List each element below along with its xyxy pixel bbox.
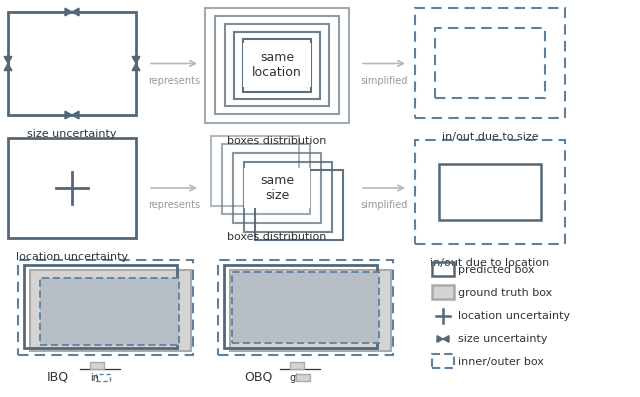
Bar [8, 138, 136, 238]
Bar [234, 32, 320, 99]
Bar [415, 8, 565, 118]
Text: size uncertainty: size uncertainty [458, 334, 547, 344]
Text: same
location: same location [252, 51, 302, 79]
Text: same
size: same size [260, 174, 294, 202]
Bar [415, 140, 565, 244]
Polygon shape [72, 8, 79, 16]
Text: location uncertainty: location uncertainty [16, 252, 128, 262]
Text: boxes distribution: boxes distribution [227, 232, 326, 242]
Text: in: in [90, 373, 99, 383]
Text: inner/outer box: inner/outer box [458, 357, 544, 367]
Bar [243, 43, 311, 87]
Bar [290, 362, 304, 369]
Bar [244, 162, 332, 232]
Bar [432, 285, 454, 299]
Bar [90, 362, 104, 369]
Text: location uncertainty: location uncertainty [458, 311, 570, 321]
Polygon shape [4, 64, 12, 71]
Text: simplified: simplified [360, 75, 408, 85]
Polygon shape [65, 111, 72, 119]
Bar [18, 260, 193, 355]
Bar [224, 265, 377, 348]
Text: IBQ: IBQ [47, 370, 69, 383]
Bar [225, 24, 329, 106]
Polygon shape [72, 111, 79, 119]
Bar [244, 168, 310, 208]
Polygon shape [65, 8, 72, 16]
Bar [243, 39, 311, 92]
Bar [40, 278, 179, 345]
Bar [96, 374, 110, 381]
Bar [296, 374, 310, 381]
Polygon shape [4, 56, 12, 64]
Bar [8, 12, 136, 115]
Bar [435, 28, 545, 98]
Bar [222, 144, 310, 214]
Bar [230, 270, 391, 351]
Polygon shape [132, 56, 140, 64]
Text: ground truth box: ground truth box [458, 288, 552, 298]
Polygon shape [437, 336, 443, 342]
Text: predicted box: predicted box [458, 265, 534, 275]
Text: simplified: simplified [360, 200, 408, 210]
Text: represents: represents [148, 200, 200, 210]
Bar [205, 8, 349, 123]
Text: gt: gt [290, 373, 300, 383]
Text: OBQ: OBQ [244, 370, 272, 383]
Bar [211, 136, 299, 206]
Bar [218, 260, 393, 355]
Text: in/out due to size: in/out due to size [442, 132, 538, 142]
Polygon shape [132, 64, 140, 71]
Bar [439, 164, 541, 220]
Bar [233, 153, 321, 223]
Bar [232, 272, 379, 343]
Bar [432, 262, 454, 276]
Bar [30, 270, 191, 351]
Bar [255, 170, 343, 240]
Text: size uncertainty: size uncertainty [28, 129, 116, 139]
Polygon shape [443, 336, 449, 342]
Bar [215, 16, 339, 114]
Text: boxes distribution: boxes distribution [227, 136, 326, 146]
Bar [432, 354, 454, 368]
Text: represents: represents [148, 75, 200, 85]
Bar [24, 265, 177, 348]
Text: in/out due to location: in/out due to location [430, 258, 550, 268]
